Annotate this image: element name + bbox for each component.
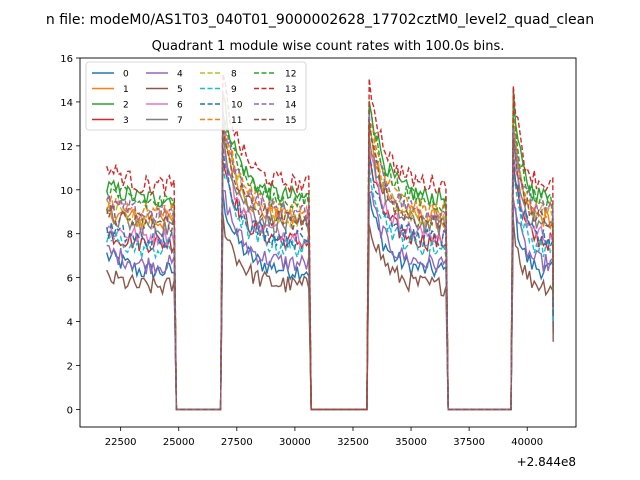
y-tick-label: 4 xyxy=(67,318,73,329)
legend-label: 12 xyxy=(285,70,296,80)
legend-label: 2 xyxy=(123,101,129,111)
legend-label: 7 xyxy=(177,116,183,126)
legend-label: 11 xyxy=(231,116,242,126)
y-tick-label: 8 xyxy=(67,230,73,241)
x-tick-label: 22500 xyxy=(105,437,137,448)
legend-label: 3 xyxy=(123,116,129,126)
legend-label: 9 xyxy=(231,85,237,95)
legend-label: 15 xyxy=(285,116,296,126)
legend-label: 1 xyxy=(123,85,129,95)
y-tick-label: 14 xyxy=(60,98,73,109)
legend-label: 14 xyxy=(285,101,297,111)
series-line-14 xyxy=(106,109,554,411)
legend-label: 10 xyxy=(231,101,243,111)
legend-label: 4 xyxy=(177,70,183,80)
y-tick-label: 10 xyxy=(60,186,73,197)
x-axis: 22500 25000 27500 30000 32500 35000 37500 40000 xyxy=(105,427,543,448)
x-tick-label: 30000 xyxy=(279,437,311,448)
series-line-15 xyxy=(106,121,554,411)
figure-suptitle: n file: modeM0/AS1T03_040T01_9000002628_… xyxy=(46,12,594,28)
x-tick-label: 40000 xyxy=(511,437,543,448)
x-tick-label: 35000 xyxy=(395,437,427,448)
series-layer xyxy=(106,73,554,411)
x-tick-label: 27500 xyxy=(221,437,253,448)
series-line-12 xyxy=(106,97,554,411)
y-axis: 0 2 4 6 8 10 12 14 16 xyxy=(60,54,80,416)
x-offset-label: +2.844e8 xyxy=(517,455,576,469)
legend-label: 5 xyxy=(177,85,183,95)
x-tick-label: 25000 xyxy=(163,437,195,448)
y-tick-label: 16 xyxy=(60,54,73,65)
y-tick-label: 2 xyxy=(67,362,73,373)
y-tick-label: 12 xyxy=(60,142,73,153)
plot-frame xyxy=(79,57,577,428)
series-line-13 xyxy=(106,73,554,411)
axes-title: Quadrant 1 module wise count rates with … xyxy=(152,39,505,54)
legend-box xyxy=(85,61,307,131)
x-tick-label: 37500 xyxy=(453,437,485,448)
legend-label: 6 xyxy=(177,101,183,111)
y-tick-label: 6 xyxy=(67,274,73,285)
y-tick-label: 0 xyxy=(67,405,73,416)
x-tick-label: 32500 xyxy=(337,437,369,448)
legend-label: 8 xyxy=(231,70,237,80)
legend-label: 0 xyxy=(123,70,129,80)
legend-label: 13 xyxy=(285,85,296,95)
